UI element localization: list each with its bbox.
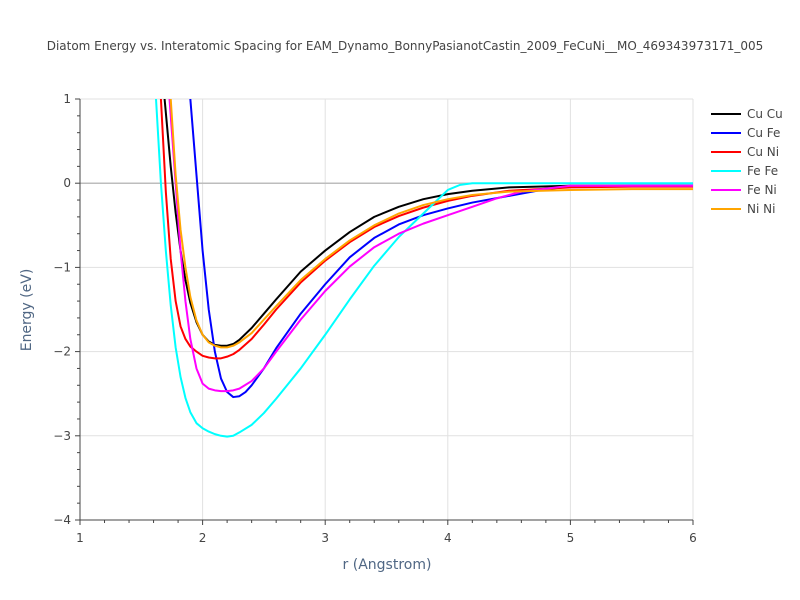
legend-label: Cu Cu [747, 107, 783, 121]
y-tick-label: 0 [63, 176, 71, 190]
x-tick-label: 3 [321, 531, 329, 545]
x-axis-title: r (Angstrom) [343, 557, 432, 573]
x-tick-label: 2 [199, 531, 207, 545]
legend-label: Fe Fe [747, 164, 778, 178]
legend-label: Cu Ni [747, 145, 779, 159]
x-tick-label: 1 [76, 531, 84, 545]
chart-title: Diatom Energy vs. Interatomic Spacing fo… [47, 39, 764, 53]
series-line-fe-ni [168, 99, 693, 393]
legend-label: Fe Ni [747, 183, 777, 197]
series-line-cu-ni [159, 99, 693, 360]
y-tick-label: −3 [53, 429, 71, 443]
legend-item-cu-fe: Cu Fe [711, 126, 780, 140]
y-tick-label: 1 [63, 92, 71, 106]
y-tick-label: −4 [53, 513, 71, 527]
legend-item-cu-ni: Cu Ni [711, 145, 779, 159]
series-line-cu-cu [163, 99, 693, 347]
y-tick-label: −1 [53, 260, 71, 274]
legend-item-cu-cu: Cu Cu [711, 107, 783, 121]
x-tick-label: 4 [444, 531, 452, 545]
series-line-ni-ni [169, 99, 693, 349]
legend-item-ni-ni: Ni Ni [711, 202, 775, 216]
y-axis-title: Energy (eV) [19, 269, 35, 352]
legend: Cu Cu Cu Fe Cu Ni Fe Fe Fe Ni Ni Ni [711, 107, 783, 216]
axes [75, 98, 694, 525]
tick-labels: 1 2 3 4 5 6 1 0 −1 −2 −3 −4 [53, 92, 697, 545]
y-tick-label: −2 [53, 345, 71, 359]
series-line-fe-fe [155, 99, 693, 438]
legend-label: Cu Fe [747, 126, 780, 140]
legend-item-fe-fe: Fe Fe [711, 164, 778, 178]
series-lines [155, 99, 693, 438]
x-tick-label: 5 [567, 531, 575, 545]
legend-item-fe-ni: Fe Ni [711, 183, 777, 197]
legend-label: Ni Ni [747, 202, 775, 216]
x-tick-label: 6 [689, 531, 697, 545]
